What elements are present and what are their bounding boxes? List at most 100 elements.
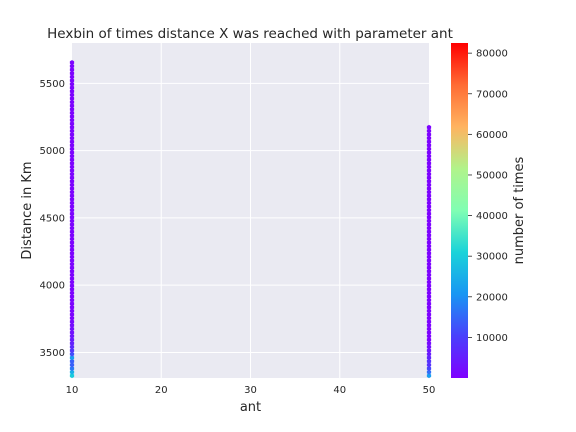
hexbin-cell xyxy=(426,290,432,296)
x-tick-label: 10 xyxy=(66,385,79,396)
hexbin-cell xyxy=(69,355,75,361)
hexbin-cell xyxy=(426,240,432,245)
colorbar-label: number of times xyxy=(512,156,527,264)
hexbin-cell xyxy=(69,348,75,353)
hexbin-cell xyxy=(426,150,432,155)
hexbin-cell xyxy=(69,229,75,235)
hexbin-cell xyxy=(426,146,432,152)
hexbin-cell xyxy=(69,157,75,163)
hexbin-cell xyxy=(69,146,75,152)
y-tick-label: 5500 xyxy=(40,79,65,90)
hexbin-cell xyxy=(69,81,75,87)
colorbar-tick-label: 70000 xyxy=(476,89,508,100)
hexbin-cell xyxy=(69,135,75,141)
hexbin-cell xyxy=(426,211,432,217)
hexbin-cell xyxy=(69,304,75,310)
hexbin-cell xyxy=(69,164,75,170)
hexbin-cell xyxy=(69,247,75,253)
hexbin-cell xyxy=(426,258,432,263)
hexbin-cell xyxy=(69,204,75,209)
hexbin-cell xyxy=(69,200,75,206)
hexbin-cell xyxy=(69,182,75,188)
hexbin-cell xyxy=(69,139,75,145)
hexbin-cell xyxy=(69,160,75,166)
hexbin-cell xyxy=(426,286,432,292)
hexbin-cell xyxy=(426,369,432,375)
hexbin-cell xyxy=(426,294,432,299)
chart-title: Hexbin of times distance X was reached w… xyxy=(47,26,453,42)
hexbin-cell xyxy=(426,297,432,303)
hexbin-cell xyxy=(69,326,75,332)
hexbin-cell xyxy=(426,373,432,379)
hexbin-cell xyxy=(426,337,432,343)
colorbar-tick-label: 80000 xyxy=(476,49,508,60)
hexbin-cell xyxy=(426,124,432,130)
hexbin-cell xyxy=(426,229,432,235)
hexbin-cell xyxy=(426,157,432,163)
hexbin-cell xyxy=(426,344,432,350)
hexbin-cell xyxy=(426,171,432,177)
hexbin-cell xyxy=(69,168,75,173)
x-tick-label: 40 xyxy=(333,385,346,396)
hexbin-cell xyxy=(426,250,432,256)
hexbin-cell xyxy=(69,88,75,94)
hexbin-cell xyxy=(426,196,432,202)
hexbin-cell xyxy=(69,63,75,69)
hexbin-cell xyxy=(426,222,432,227)
hexbin-cell xyxy=(69,265,75,271)
hexbin-cell xyxy=(69,351,75,357)
colorbar xyxy=(451,43,468,378)
hexbin-cell xyxy=(426,254,432,260)
hexbin-cell xyxy=(426,193,432,199)
hexbin-cell xyxy=(426,178,432,184)
hexbin-cell xyxy=(69,114,75,119)
hexbin-cell xyxy=(69,340,75,346)
hexbin-cell xyxy=(69,222,75,227)
hexbin-cell xyxy=(69,258,75,263)
hexbin-cell xyxy=(426,276,432,281)
hexbin-cell xyxy=(426,301,432,307)
hexbin-cell xyxy=(69,178,75,184)
hexbin-cell xyxy=(69,214,75,220)
hexbin-cell xyxy=(426,261,432,267)
hexbin-cell xyxy=(69,240,75,245)
hexbin-cell xyxy=(426,351,432,357)
hexbin-cell xyxy=(426,330,432,335)
hexbin-cell xyxy=(69,276,75,281)
y-tick-label: 5000 xyxy=(40,146,65,157)
grid-lines xyxy=(72,43,429,378)
hexbin-cell xyxy=(69,117,75,123)
x-tick-label: 20 xyxy=(155,385,168,396)
hexbin-cell xyxy=(426,315,432,321)
hexbin-cell xyxy=(69,301,75,307)
y-tick-label: 4000 xyxy=(40,281,65,292)
hexbin-cell xyxy=(426,312,432,317)
y-axis-label: Distance in Km xyxy=(20,161,35,259)
hexbin-cell xyxy=(69,211,75,217)
hexbin-cell xyxy=(69,85,75,91)
x-axis-label: ant xyxy=(240,400,261,415)
hexbin-cell xyxy=(69,175,75,181)
hexbin-cell xyxy=(69,290,75,296)
hexbin-cell xyxy=(69,236,75,242)
hexbin-cell xyxy=(69,96,75,101)
colorbar-tick-label: 50000 xyxy=(476,170,508,181)
hexbin-cell xyxy=(69,250,75,256)
hexbin-cell xyxy=(426,182,432,188)
hexbin-cell xyxy=(426,132,432,137)
y-tick-labels: 3500 4000 4500 5000 5500 xyxy=(40,79,65,359)
hexbin-cells xyxy=(69,60,432,379)
hexbin-cell xyxy=(426,340,432,346)
hexbin-cell xyxy=(69,128,75,134)
hexbin-cell xyxy=(69,78,75,83)
hexbin-cell xyxy=(426,189,432,195)
hexbin-cell xyxy=(69,121,75,127)
colorbar-tick-label: 10000 xyxy=(476,333,508,344)
hexbin-cell xyxy=(426,279,432,285)
hexbin-cell xyxy=(426,362,432,368)
hexbin-cell xyxy=(426,153,432,159)
hexbin-cell xyxy=(69,312,75,317)
hexbin-cell xyxy=(69,272,75,278)
hexbin-cell xyxy=(426,160,432,166)
hexbin-cell xyxy=(69,92,75,98)
